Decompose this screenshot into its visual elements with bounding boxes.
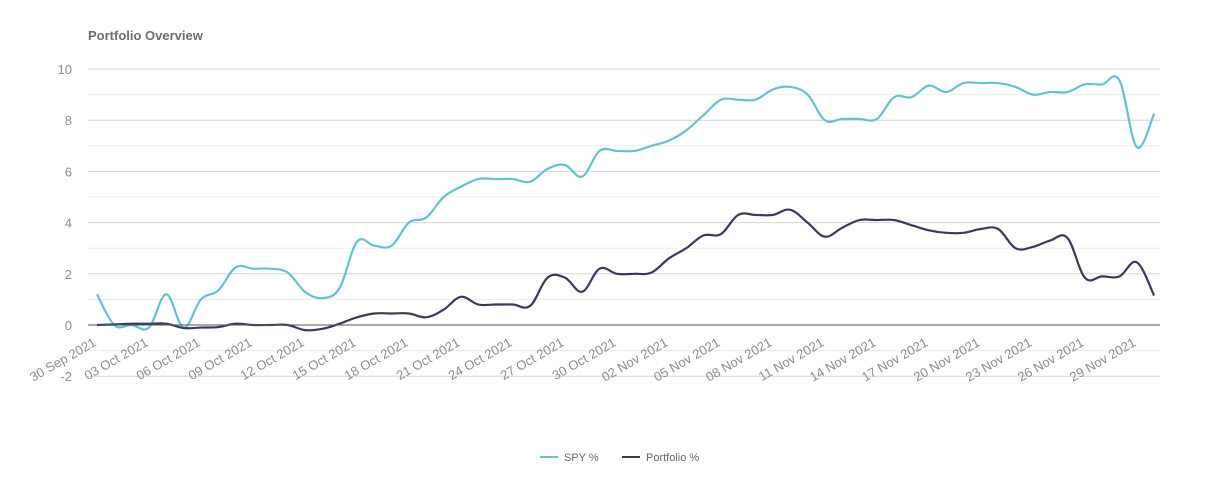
y-tick-label: 2: [65, 267, 72, 282]
y-tick-label: 6: [65, 164, 72, 179]
chart-title: Portfolio Overview: [88, 28, 203, 43]
y-tick-label: -2: [60, 369, 72, 384]
series-line-portfolio: [96, 208, 1156, 332]
legend-label: SPY %: [564, 452, 599, 464]
series-line-spy: [96, 75, 1156, 331]
y-tick-label: 8: [65, 113, 72, 128]
y-tick-label: 10: [58, 62, 72, 77]
y-tick-label: 0: [65, 318, 72, 333]
legend-label: Portfolio %: [646, 452, 699, 464]
y-tick-label: 4: [65, 216, 72, 231]
